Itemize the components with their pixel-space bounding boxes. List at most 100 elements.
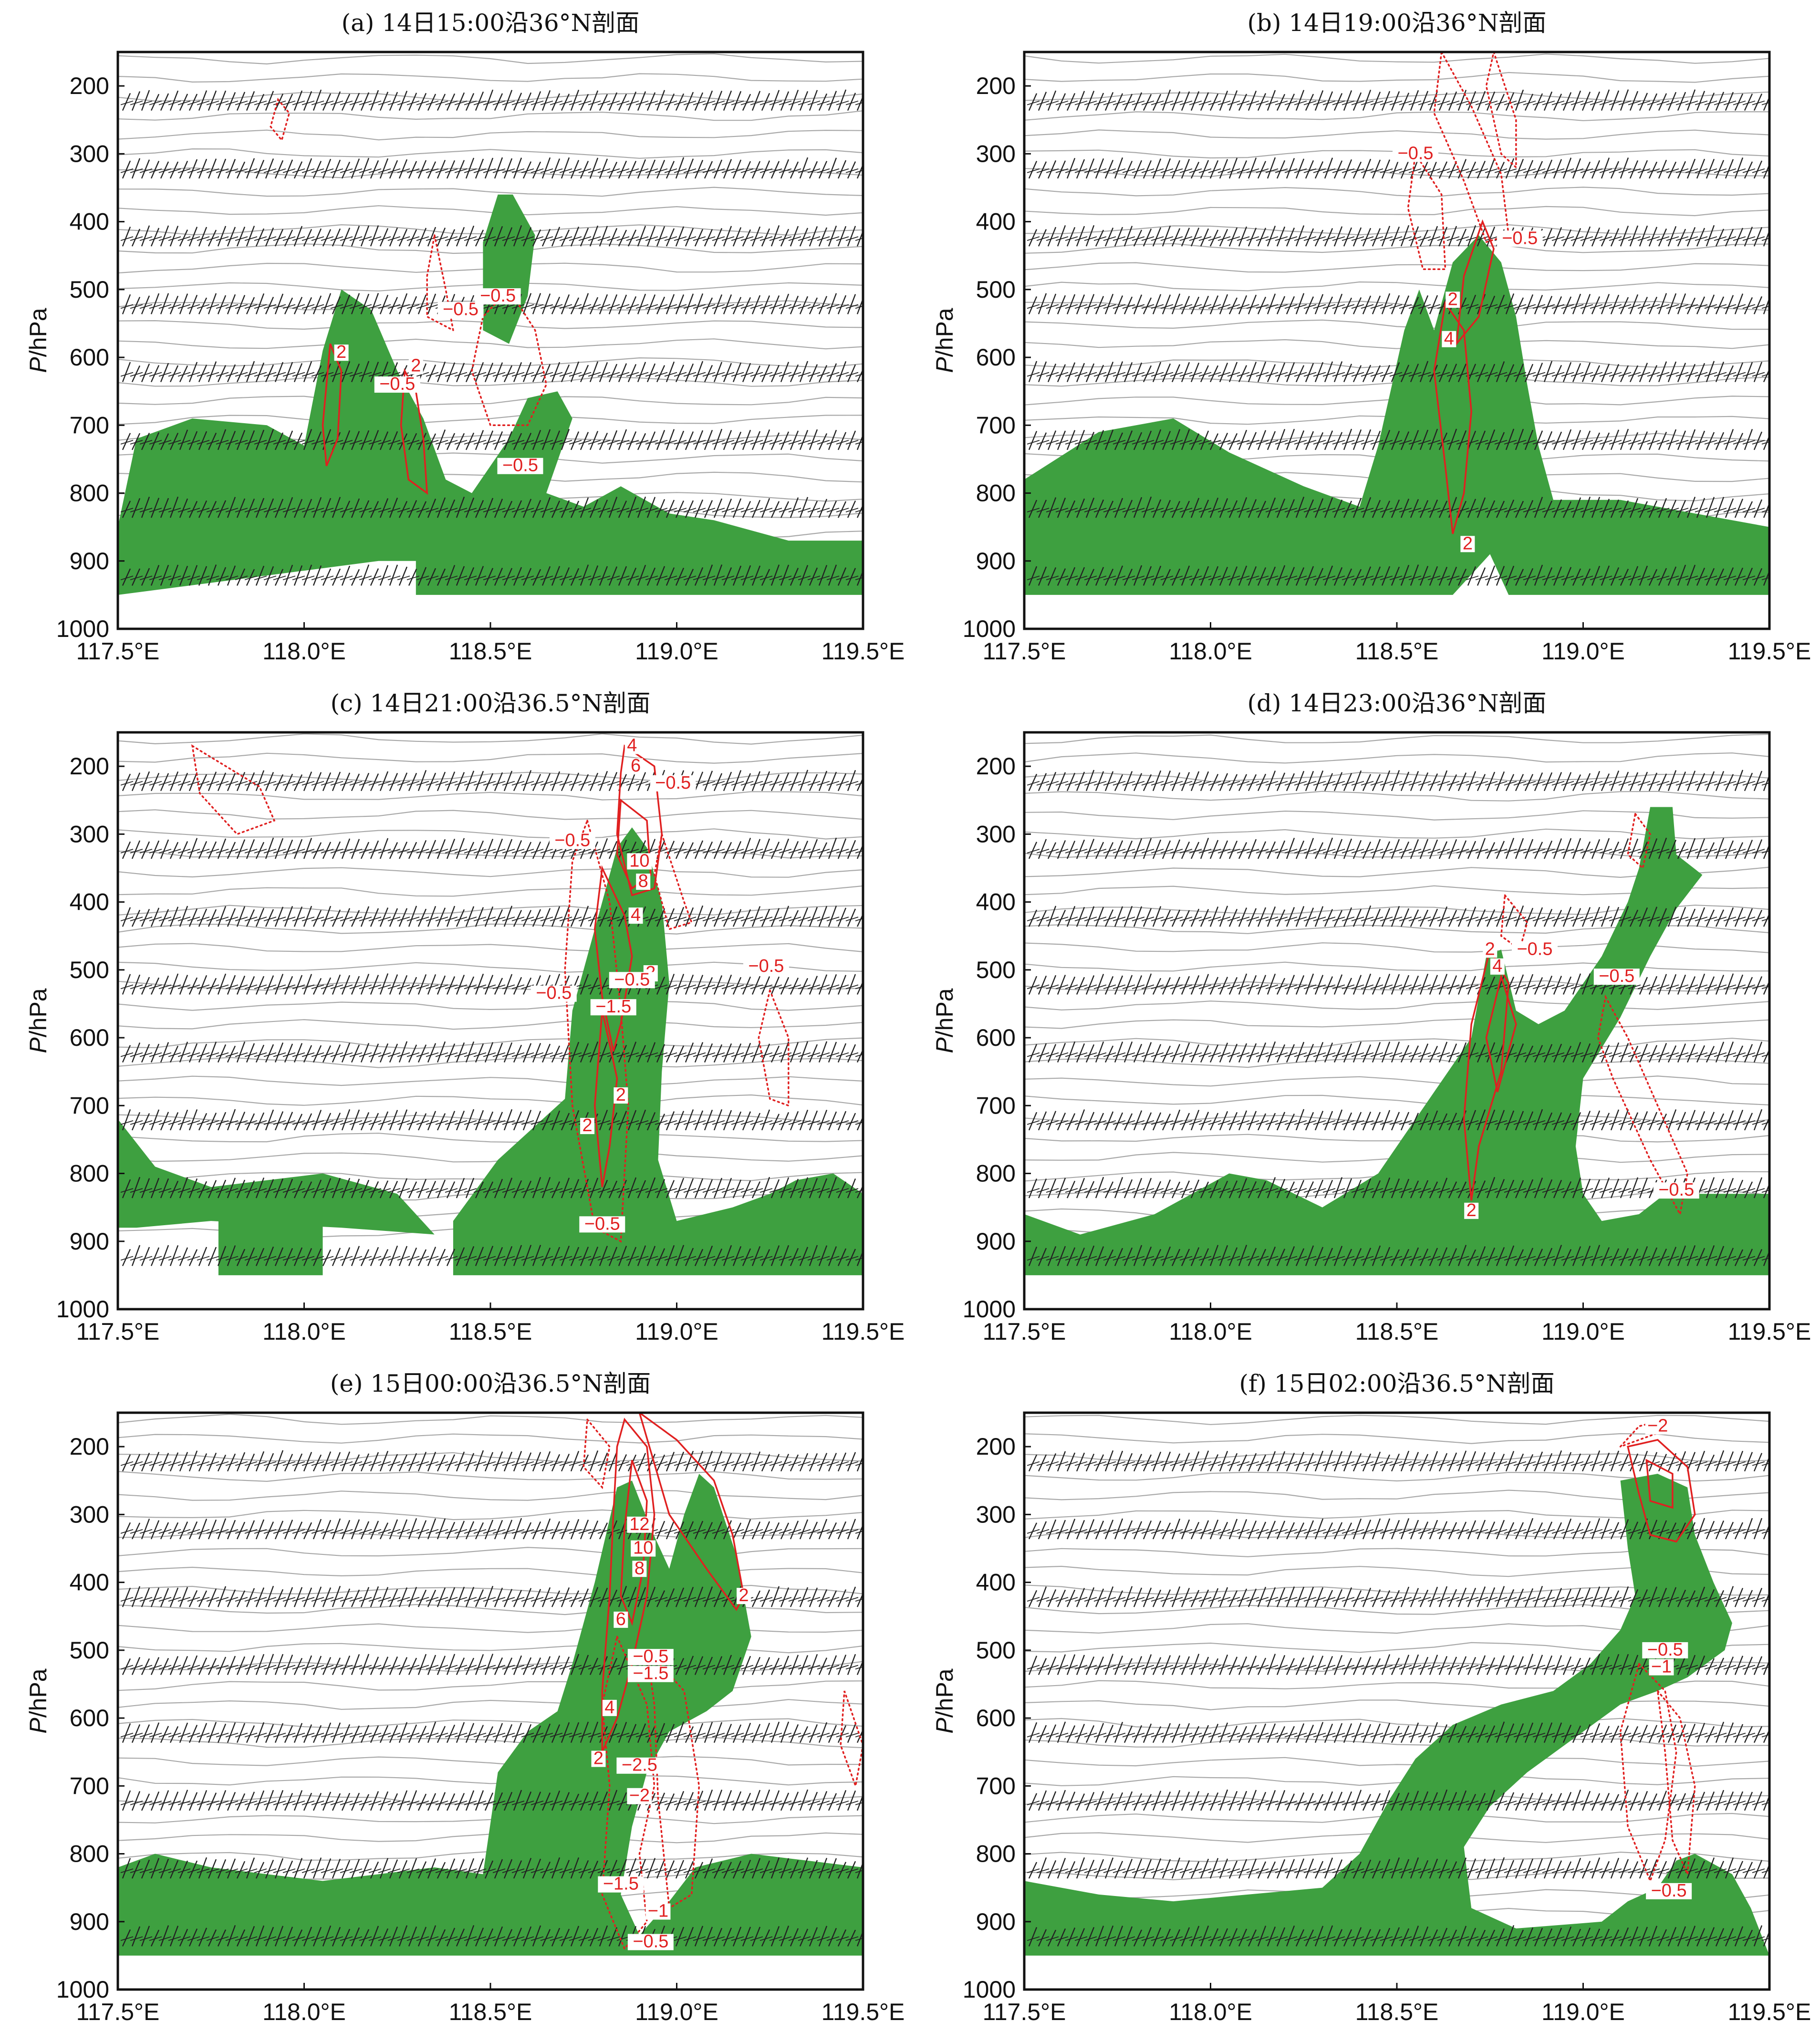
wind-barb xyxy=(179,841,188,859)
isoline xyxy=(118,943,863,952)
wind-barb-feather xyxy=(311,1052,324,1057)
wind-barb xyxy=(1123,1041,1133,1063)
wind-barb-feather xyxy=(244,575,258,581)
wind-barb xyxy=(790,161,799,179)
wind-barb-feather xyxy=(1742,1120,1756,1125)
wind-barb-feather xyxy=(1160,849,1174,854)
wind-barb-feather xyxy=(559,100,572,105)
wind-barb xyxy=(1085,975,1095,995)
wind-barb-feather xyxy=(1551,849,1565,854)
wind-barb xyxy=(274,160,284,179)
wind-barb-feather xyxy=(187,508,200,512)
wind-barb-feather xyxy=(445,100,458,105)
wind-barb-feather xyxy=(321,168,334,173)
wind-barb xyxy=(1028,161,1038,179)
wind-barb-feather xyxy=(1208,1120,1221,1125)
wind-barb-feather xyxy=(759,100,773,105)
wind-barb-feather xyxy=(1198,984,1212,990)
wind-barb xyxy=(761,429,770,450)
contour-label-bg xyxy=(650,775,696,792)
wind-barb xyxy=(122,294,131,314)
contour-label-bg xyxy=(627,853,652,870)
wind-barb xyxy=(160,293,169,314)
wind-barb xyxy=(532,774,541,792)
wind-barb-feather xyxy=(1542,1052,1555,1057)
wind-barb-feather xyxy=(139,1188,153,1193)
wind-barb xyxy=(1438,364,1448,383)
wind-barb xyxy=(532,229,541,247)
wind-barb xyxy=(742,565,751,586)
wind-barb-feather xyxy=(1475,439,1488,445)
wind-barb-feather xyxy=(235,1256,248,1261)
wind-barb-feather xyxy=(788,100,801,105)
wind-barb-feather xyxy=(569,917,582,922)
wind-barb-feather xyxy=(1466,984,1479,990)
wind-barb xyxy=(456,363,465,383)
wind-barb-feather xyxy=(1628,100,1641,105)
wind-barb xyxy=(1400,499,1410,518)
wind-barb xyxy=(1419,91,1429,111)
wind-barb-feather xyxy=(1342,849,1355,854)
wind-barb-feather xyxy=(130,1256,143,1261)
wind-barb-feather xyxy=(1160,439,1174,445)
wind-barb-feather xyxy=(740,1188,754,1193)
wind-barb-feather xyxy=(1227,439,1240,445)
wind-barb-feather xyxy=(177,168,191,173)
wind-barb-feather xyxy=(1437,439,1450,445)
wind-barb xyxy=(618,910,627,927)
wind-barb-feather xyxy=(1027,100,1040,105)
wind-barb-feather xyxy=(1332,508,1345,512)
wind-barb xyxy=(1658,908,1667,927)
wind-barb xyxy=(179,1177,188,1198)
wind-barb xyxy=(790,90,799,111)
wind-barb xyxy=(370,1181,379,1198)
wind-barb-feather xyxy=(349,917,363,922)
wind-barb-feather xyxy=(788,508,801,512)
wind-barb xyxy=(494,1042,503,1063)
wind-barb-feather xyxy=(1170,304,1183,309)
wind-barb xyxy=(141,1247,150,1266)
wind-barb-feather xyxy=(1074,781,1088,786)
wind-barb-feather xyxy=(1427,508,1441,512)
wind-barb xyxy=(1171,909,1181,927)
wind-barb xyxy=(1553,1112,1562,1131)
wind-barb xyxy=(1744,429,1753,450)
wind-barb xyxy=(227,772,236,792)
wind-barb xyxy=(522,568,532,586)
wind-barb xyxy=(790,226,799,247)
wind-barb xyxy=(1629,909,1639,927)
wind-barb-feather xyxy=(530,304,544,309)
wind-barb xyxy=(723,1177,732,1198)
wind-barb xyxy=(637,293,646,314)
wind-barb xyxy=(503,1042,513,1063)
wind-barb-feather xyxy=(1418,508,1431,512)
wind-barb-feather xyxy=(1609,304,1622,309)
wind-barb-feather xyxy=(168,984,181,990)
wind-barb-feather xyxy=(368,100,382,105)
wind-barb-feather xyxy=(378,168,391,173)
wind-barb xyxy=(379,92,389,111)
wind-barb-feather xyxy=(1370,1052,1383,1057)
wind-barb-feather xyxy=(1637,372,1651,377)
wind-barb-feather xyxy=(302,1188,315,1193)
wind-barb xyxy=(790,364,799,383)
wind-barb-feather xyxy=(1055,168,1069,173)
wind-barb xyxy=(522,499,532,518)
wind-barb xyxy=(532,1245,541,1266)
wind-barb xyxy=(1362,295,1372,314)
wind-barb-feather xyxy=(483,508,496,512)
wind-barb xyxy=(1629,772,1639,792)
wind-barb-feather xyxy=(1380,236,1393,241)
wind-barb-feather xyxy=(1198,575,1212,581)
contour-label: −0.5 xyxy=(655,773,691,793)
wind-barb xyxy=(1696,228,1706,247)
wind-barb xyxy=(637,1180,646,1198)
wind-barb xyxy=(1477,91,1486,111)
wind-barb xyxy=(847,1113,856,1131)
wind-barb-feather xyxy=(1704,1052,1717,1057)
wind-barb-feather xyxy=(1714,917,1727,922)
wind-barb xyxy=(1333,910,1343,927)
wind-barb-feather xyxy=(1342,168,1355,173)
wind-barb xyxy=(561,294,570,314)
wind-barb xyxy=(1190,842,1200,859)
